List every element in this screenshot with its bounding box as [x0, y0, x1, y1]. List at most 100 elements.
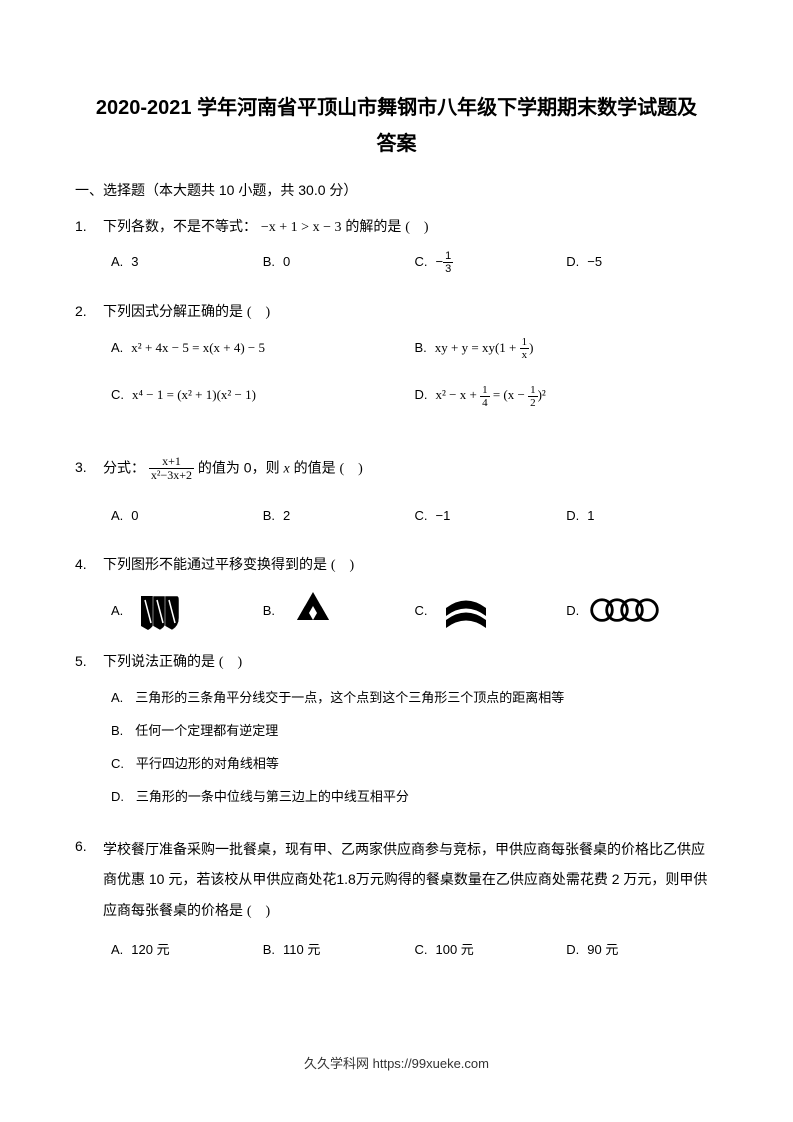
question-number: 5. — [75, 649, 103, 818]
option-value: 110 元 — [283, 938, 320, 961]
option-label: B. — [263, 938, 275, 961]
option-d: D. 90 元 — [566, 938, 718, 961]
question-5: 5. 下列说法正确的是 ( ) A. 三角形的三条角平分线交于一点，这个点到这个… — [75, 649, 718, 818]
option-label: C. — [111, 756, 124, 771]
q6-num: 1.8 — [336, 871, 355, 887]
option-label: C. — [415, 250, 428, 273]
question-text: 下列各数，不是不等式： −x + 1 > x − 3 的解的是 ( ) — [103, 214, 718, 240]
page-footer: 久久学科网 https://99xueke.com — [0, 1053, 793, 1072]
q3-var: x — [284, 461, 290, 476]
option-value: 90 元 — [587, 938, 618, 961]
q3-text-mid: 的值为 0，则 — [198, 459, 284, 475]
buick-logo-icon — [131, 588, 191, 633]
option-value: 2 — [283, 504, 290, 527]
q1-inequality: −x + 1 > x − 3 — [261, 220, 342, 235]
options-row: A. 0 B. 2 C. −1 D. 1 — [103, 504, 718, 527]
frac-den: 4 — [480, 397, 490, 409]
option-label: D. — [415, 383, 428, 406]
frac-num: 1 — [520, 336, 530, 349]
option-c: C. 100 元 — [415, 938, 567, 961]
option-value: 平行四边形的对角线相等 — [136, 756, 279, 771]
option-label: A. — [111, 599, 123, 622]
q3-text-before: 分式： — [103, 459, 145, 475]
option-a: A. x² + 4x − 5 = x(x + 4) − 5 — [111, 336, 415, 362]
option-label: B. — [263, 504, 275, 527]
option-c: C. −1 — [415, 504, 567, 527]
frac-num: 1 — [443, 250, 453, 263]
answer-blank: ( ) — [331, 558, 354, 573]
option-a: A. 0 — [111, 504, 263, 527]
option-a: A. 120 元 — [111, 938, 263, 961]
citroen-logo-icon — [436, 588, 496, 633]
math-prefix: xy + y = xy(1 + — [435, 340, 520, 355]
question-6: 6. 学校餐厅准备采购一批餐桌，现有甲、乙两家供应商参与竞标，甲供应商每张餐桌的… — [75, 834, 718, 970]
question-3: 3. 分式： x+1x²−3x+2 的值为 0，则 x 的值是 ( ) A. 0… — [75, 455, 718, 536]
option-b: B. xy + y = xy(1 + 1x) — [415, 336, 719, 362]
section-header: 一、选择题（本大题共 10 小题，共 30.0 分） — [75, 180, 718, 200]
question-body: 下列各数，不是不等式： −x + 1 > x − 3 的解的是 ( ) A. 3… — [103, 214, 718, 283]
question-body: 下列说法正确的是 ( ) A. 三角形的三条角平分线交于一点，这个点到这个三角形… — [103, 649, 718, 818]
option-a: A. — [111, 588, 263, 633]
q3-text-after: 的值是 — [294, 459, 336, 475]
math-prefix: x² − x + — [436, 387, 481, 402]
question-text: 学校餐厅准备采购一批餐桌，现有甲、乙两家供应商参与竞标，甲供应商每张餐桌的价格比… — [103, 834, 718, 928]
option-math: x² − x + 14 = (x − 12)² — [436, 383, 546, 409]
option-d: D. — [566, 588, 718, 633]
question-1: 1. 下列各数，不是不等式： −x + 1 > x − 3 的解的是 ( ) A… — [75, 214, 718, 283]
document-title: 2020-2021 学年河南省平顶山市舞钢市八年级下学期期末数学试题及 答案 — [75, 90, 718, 162]
option-label: A. — [111, 938, 123, 961]
question-text: 分式： x+1x²−3x+2 的值为 0，则 x 的值是 ( ) — [103, 455, 718, 482]
option-c: C. — [415, 588, 567, 633]
title-line1: 2020-2021 学年河南省平顶山市舞钢市八年级下学期期末数学试题及 — [75, 90, 718, 126]
option-label: A. — [111, 690, 123, 705]
question-number: 4. — [75, 552, 103, 633]
option-c: C. x⁴ − 1 = (x² + 1)(x² − 1) — [111, 383, 415, 409]
question-body: 下列图形不能通过平移变换得到的是 ( ) A. B. — [103, 552, 718, 633]
option-label: B. — [263, 250, 275, 273]
option-value: 0 — [283, 250, 290, 273]
question-text: 下列图形不能通过平移变换得到的是 ( ) — [103, 552, 718, 578]
option-value: 120 元 — [131, 938, 169, 961]
options-list: A. 三角形的三条角平分线交于一点，这个点到这个三角形三个顶点的距离相等 B. … — [103, 685, 718, 810]
q5-text: 下列说法正确的是 — [103, 653, 215, 669]
option-label: D. — [566, 250, 579, 273]
question-text: 下列说法正确的是 ( ) — [103, 649, 718, 675]
answer-blank: ( ) — [219, 655, 242, 670]
math-suffix: )² — [538, 387, 546, 402]
option-value: −1 — [436, 504, 451, 527]
option-c: C. 平行四边形的对角线相等 — [111, 751, 718, 776]
option-math: x⁴ − 1 = (x² + 1)(x² − 1) — [132, 383, 256, 406]
frac-den: x — [520, 349, 530, 361]
option-label: C. — [415, 938, 428, 961]
q1-text-after: 的解的是 — [345, 218, 401, 234]
frac-den: 3 — [443, 263, 453, 275]
fraction: x+1x²−3x+2 — [149, 455, 194, 482]
option-value: −13 — [436, 250, 454, 275]
option-value: 1 — [587, 504, 594, 527]
q4-text: 下列图形不能通过平移变换得到的是 — [103, 556, 327, 572]
q1-text-before: 下列各数，不是不等式： — [103, 218, 257, 234]
options-row: A. 3 B. 0 C. −13 D. −5 — [103, 250, 718, 275]
option-value: 三角形的三条角平分线交于一点，这个点到这个三角形三个顶点的距离相等 — [135, 690, 564, 705]
option-label: C. — [415, 599, 428, 622]
options-logos: A. B. — [103, 588, 718, 633]
option-c: C. −13 — [415, 250, 567, 275]
option-label: D. — [566, 938, 579, 961]
option-d: D. x² − x + 14 = (x − 12)² — [415, 383, 719, 409]
question-number: 2. — [75, 299, 103, 438]
option-value: 3 — [131, 250, 138, 273]
option-label: D. — [111, 789, 124, 804]
answer-blank: ( ) — [247, 305, 270, 320]
option-b: B. 2 — [263, 504, 415, 527]
question-number: 3. — [75, 455, 103, 536]
neg-sign: − — [436, 254, 444, 269]
option-d: D. 三角形的一条中位线与第三边上的中线互相平分 — [111, 784, 718, 809]
option-b: B. 任何一个定理都有逆定理 — [111, 718, 718, 743]
question-text: 下列因式分解正确的是 ( ) — [103, 299, 718, 325]
fraction: 14 — [480, 384, 490, 409]
option-label: A. — [111, 250, 123, 273]
option-label: A. — [111, 336, 123, 359]
option-value: 三角形的一条中位线与第三边上的中线互相平分 — [136, 789, 409, 804]
option-label: B. — [415, 336, 427, 359]
question-number: 6. — [75, 834, 103, 970]
